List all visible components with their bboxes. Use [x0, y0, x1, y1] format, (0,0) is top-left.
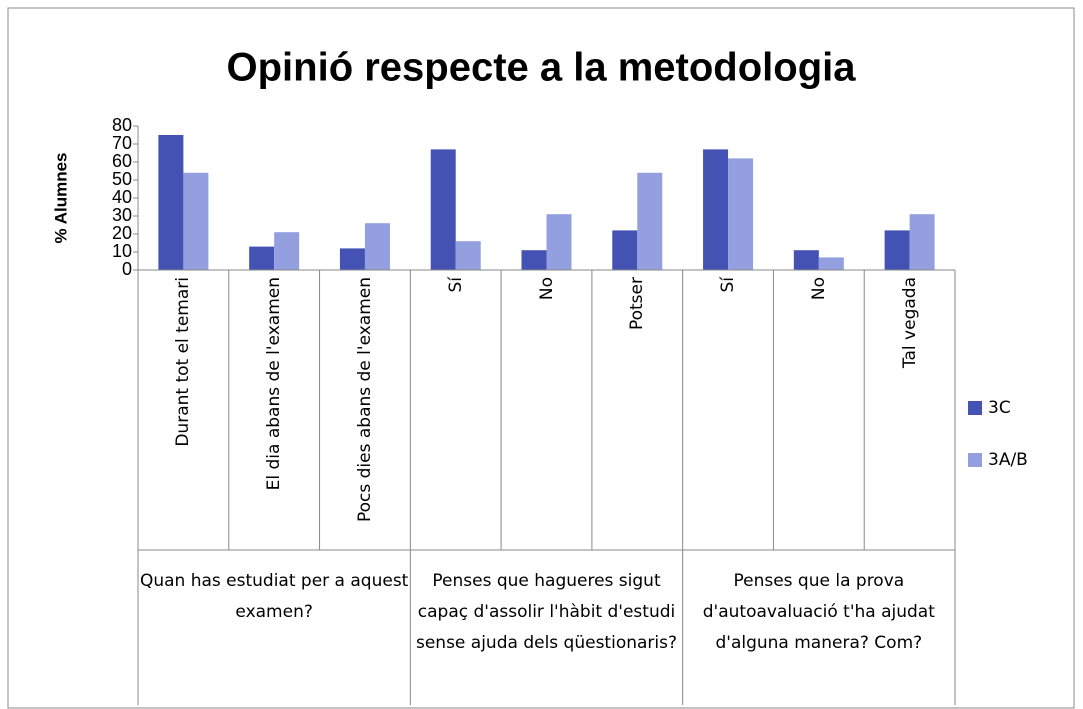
- x-tick-label: No: [536, 277, 557, 301]
- y-tick-label: 30: [112, 205, 132, 225]
- x-tick-label: Potser: [627, 277, 648, 331]
- bar: [364, 223, 390, 270]
- legend-swatch: [968, 401, 982, 415]
- group-label: Penses que hagueres sigut capaç d'assoli…: [415, 571, 678, 653]
- bar: [274, 232, 300, 270]
- y-tick-label: 10: [112, 241, 132, 261]
- y-tick-label: 60: [112, 151, 132, 171]
- chart-title: Opinió respecte a la metodologia: [226, 46, 856, 90]
- bar: [793, 250, 819, 270]
- legend-label: 3A/B: [988, 450, 1028, 470]
- x-tick-label: Durant tot el temari: [173, 277, 194, 447]
- y-axis-label: % Alumnes: [51, 152, 70, 243]
- x-tick-label: Tal vegada: [899, 277, 920, 369]
- bar: [546, 214, 572, 270]
- bar: [158, 135, 184, 270]
- legend-label: 3C: [988, 398, 1011, 418]
- bar: [183, 172, 209, 270]
- bar: [249, 246, 275, 270]
- bar: [521, 250, 547, 270]
- bar: [703, 149, 729, 270]
- y-tick-label: 40: [112, 187, 132, 207]
- bar: [909, 214, 935, 270]
- bar: [339, 248, 365, 270]
- group-label: Quan has estudiat per a aquest examen?: [139, 571, 409, 622]
- group-label: Penses que la prova d'autoavaluació t'ha…: [702, 571, 935, 653]
- bar: [818, 257, 844, 270]
- x-tick-label: El dia abans de l'examen: [264, 277, 285, 491]
- x-tick-label: Pocs dies abans de l'examen: [354, 277, 375, 523]
- bar: [455, 241, 481, 270]
- bar: [612, 230, 638, 270]
- bar: [430, 149, 456, 270]
- x-tick-label: No: [808, 277, 829, 301]
- y-tick-label: 80: [112, 115, 132, 135]
- y-tick-label: 70: [112, 133, 132, 153]
- bar: [884, 230, 910, 270]
- y-tick-label: 20: [112, 223, 132, 243]
- chart-border: [7, 7, 1075, 709]
- x-tick-label: Sí: [718, 277, 739, 293]
- y-tick-label: 0: [122, 259, 132, 279]
- bar: [637, 172, 663, 270]
- bar: [728, 158, 754, 270]
- legend-swatch: [968, 453, 982, 467]
- x-tick-label: Sí: [445, 277, 466, 293]
- y-tick-label: 50: [112, 169, 132, 189]
